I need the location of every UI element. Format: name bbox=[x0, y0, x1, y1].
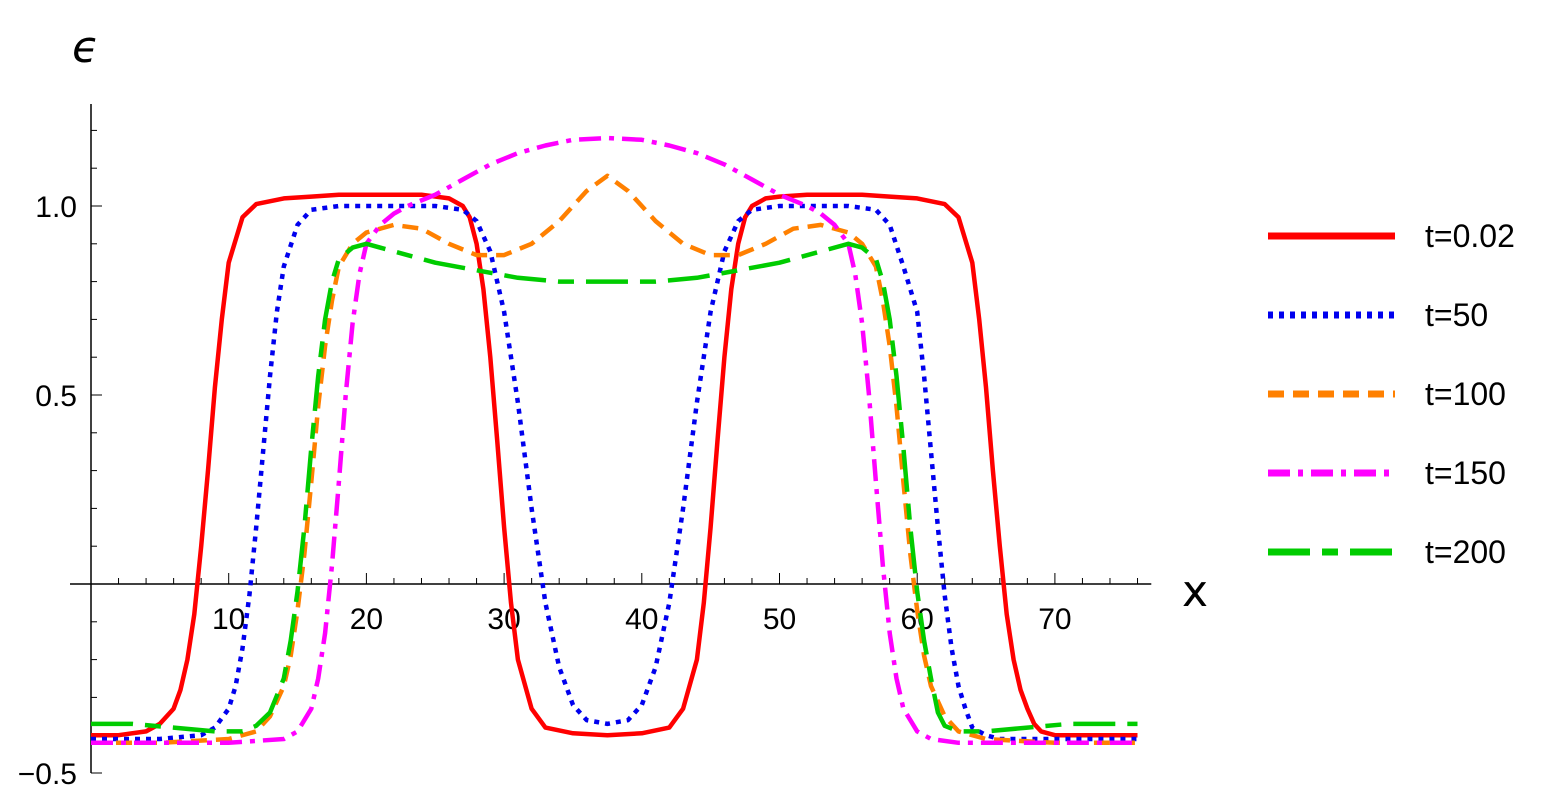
ticks bbox=[91, 129, 1139, 774]
x-tick-label: 70 bbox=[1038, 603, 1071, 636]
series-line bbox=[91, 203, 1138, 742]
axes: 10 20 30 40 50 60 70−0.50.51.0 bbox=[18, 103, 1152, 791]
series-layer bbox=[91, 135, 1138, 746]
legend: t=0.02 t=50 t=100 t=150 t=200 bbox=[1268, 218, 1515, 570]
tick-labels: 10 20 30 40 50 60 70−0.50.51.0 bbox=[18, 191, 1072, 791]
legend-label: t=200 bbox=[1425, 534, 1506, 570]
y-tick-label: 0.5 bbox=[35, 380, 77, 413]
y-tick-label: 1.0 bbox=[35, 191, 77, 224]
series-line bbox=[91, 173, 1138, 746]
x-axis-title: x bbox=[1182, 566, 1208, 617]
legend-label: t=0.02 bbox=[1425, 218, 1515, 254]
legend-label: t=150 bbox=[1425, 455, 1506, 491]
legend-label: t=100 bbox=[1425, 376, 1506, 412]
x-tick-label: 10 bbox=[212, 603, 245, 636]
series-line bbox=[91, 135, 1138, 746]
x-tick-label: 20 bbox=[350, 603, 383, 636]
y-tick-label: −0.5 bbox=[18, 758, 77, 791]
series-line bbox=[91, 192, 1138, 738]
legend-label: t=50 bbox=[1425, 297, 1488, 333]
x-tick-label: 40 bbox=[625, 603, 658, 636]
series-line bbox=[91, 241, 1138, 734]
x-tick-label: 50 bbox=[763, 603, 796, 636]
y-axis-title: ϵ bbox=[72, 22, 99, 73]
